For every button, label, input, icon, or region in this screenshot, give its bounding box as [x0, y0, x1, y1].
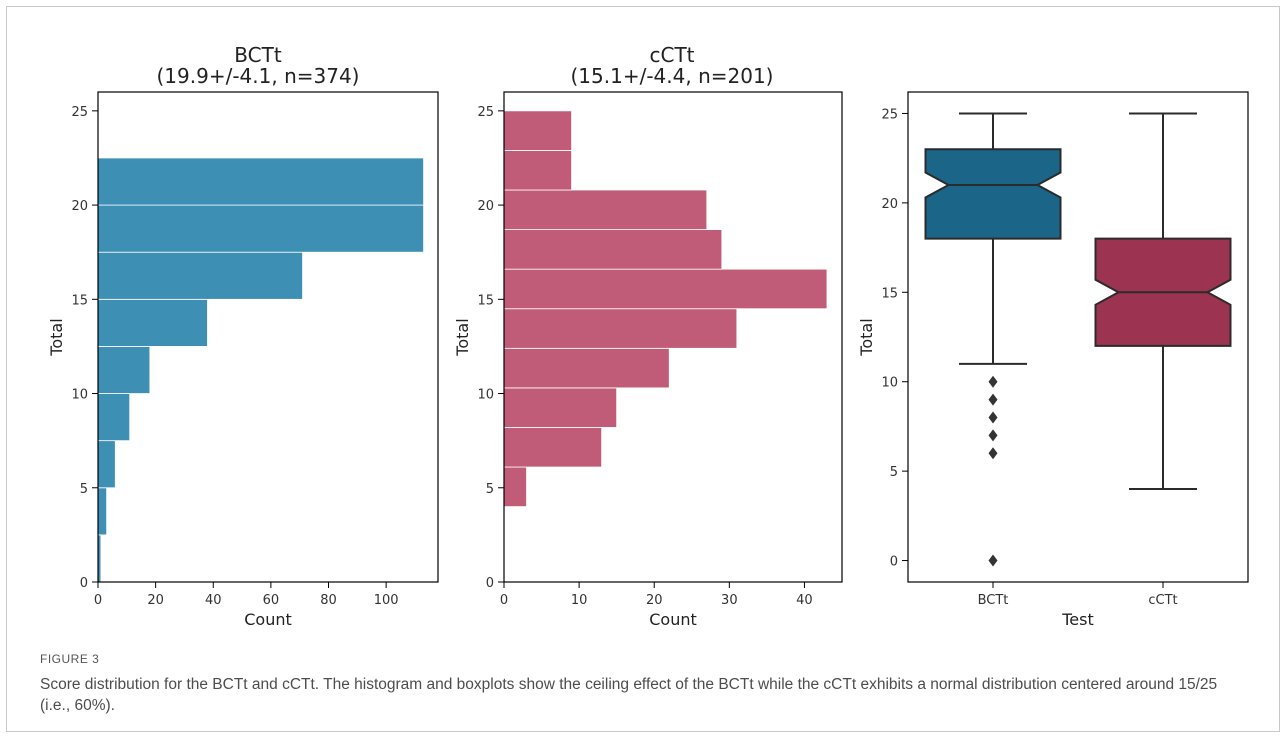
panel-1-xtick-label-80: 80	[320, 593, 337, 608]
panel-3-boxes	[924, 112, 1232, 567]
panel-1-bar-3	[97, 393, 131, 442]
panel-1-bar-6	[97, 251, 303, 300]
panel-2-ytick-label-5: 5	[486, 482, 494, 497]
panel-1-xtick-label-0: 0	[94, 593, 102, 608]
box-0-outlier-5	[988, 554, 998, 567]
panel-2-xtick-label-10: 10	[571, 593, 588, 608]
box-0-outlier-4	[988, 447, 998, 460]
panel-1-ytick-label-5: 5	[80, 482, 88, 497]
panel-2-bar-3	[503, 347, 670, 389]
panel-2-ytick-label-25: 25	[477, 105, 494, 120]
panel-3-xtick-label-1: cCTt	[1148, 593, 1177, 608]
panel-3-ytick-label-10: 10	[881, 376, 898, 391]
figure: BCTt (19.9+/-4.1, n=374) 0 5 10 15 20 25 0 20 40…	[47, 43, 1249, 629]
panel-1-bar-7	[97, 204, 424, 253]
panel-2-xtick-label-20: 20	[646, 593, 663, 608]
panel-1-bar-1	[97, 487, 108, 536]
panel-1-ytick-label-20: 20	[71, 199, 88, 214]
box-0-outlier-3	[988, 429, 998, 442]
panel-1-xtick-label-40: 40	[205, 593, 222, 608]
panel-2-bar-5	[503, 268, 828, 310]
panel-3-ytick-label-20: 20	[881, 197, 898, 212]
panel-1-xtick-label-20: 20	[147, 593, 164, 608]
figure-frame	[6, 6, 1280, 732]
panel-2-ylabel: Total	[453, 318, 472, 356]
panel-2-bar-0	[503, 466, 527, 508]
panel-2-axes: 0 5 10 15 20 25 0 10 20 30 40	[477, 105, 812, 608]
box-0-body	[924, 148, 1062, 240]
box-0-outlier-0	[988, 375, 998, 388]
panel-2-bar-7	[503, 189, 708, 230]
panel-2-xtick-label-40: 40	[796, 593, 813, 608]
panel-1-bar-2	[97, 440, 116, 489]
figure-caption-text: Score distribution for the BCTt and cCTt…	[40, 676, 1218, 714]
panel-2-xtick-label-30: 30	[721, 593, 738, 608]
panel-bctt-histogram: BCTt (19.9+/-4.1, n=374) 0 5 10 15 20 25 0 20 40…	[47, 43, 439, 629]
box-0-outlier-1	[988, 393, 998, 406]
panel-2-frame	[503, 91, 843, 583]
panel-1-bars	[97, 157, 424, 583]
panel-3-ytick-label-25: 25	[881, 107, 898, 122]
panel-2-ytick-label-0: 0	[486, 576, 494, 591]
panel-2-title-line-2: (15.1+/-4.4, n=201)	[571, 64, 774, 88]
panel-2-bar-8	[503, 150, 572, 191]
panel-3-ytick-label-15: 15	[881, 286, 898, 301]
panel-boxplot: 0 5 10 15 20 25 BCTt cCTt Test Total	[857, 91, 1249, 629]
panel-1-ytick-label-15: 15	[71, 293, 88, 308]
panel-2-bar-9	[503, 110, 572, 151]
panel-2-xlabel: Count	[649, 610, 697, 629]
panel-1-bar-4	[97, 346, 151, 394]
panel-1-ylabel: Total	[47, 318, 66, 356]
panel-2-bar-2	[503, 387, 618, 428]
panel-1-bar-5	[97, 298, 208, 347]
panel-1-frame	[97, 91, 439, 583]
panel-cctt-histogram: cCTt (15.1+/-4.4, n=201) 0 5 10 15 20 25 0 10 20…	[453, 43, 843, 629]
panel-3-ytick-label-0: 0	[890, 555, 898, 570]
panel-3-xlabel: Test	[1061, 610, 1094, 629]
panel-3-xtick-label-0: BCTt	[978, 593, 1009, 608]
panel-1-ytick-label-10: 10	[71, 388, 88, 403]
panel-2-ytick-label-10: 10	[477, 388, 494, 403]
panel-1-axes: 0 5 10 15 20 25 0 20 40 60 80 100	[71, 105, 398, 608]
figure-caption-label: FIGURE 3	[40, 652, 100, 666]
panel-1-ytick-label-0: 0	[80, 576, 88, 591]
panel-3-ytick-label-5: 5	[890, 465, 898, 480]
panel-1-bar-8	[97, 157, 424, 206]
panel-1-ytick-label-25: 25	[71, 105, 88, 120]
panel-1-title-line-1: BCTt	[234, 43, 282, 67]
panel-3-axes: 0 5 10 15 20 25 BCTt cCTt	[881, 107, 1177, 608]
box-0-outlier-2	[988, 411, 998, 424]
panel-2-ytick-label-15: 15	[477, 293, 494, 308]
panel-1-xlabel: Count	[244, 610, 292, 629]
panel-2-xtick-label-0: 0	[500, 593, 508, 608]
panel-2-bar-1	[503, 427, 603, 468]
panel-1-title-line-2: (19.9+/-4.1, n=374)	[157, 64, 360, 88]
panel-2-ytick-label-20: 20	[477, 199, 494, 214]
panel-2-bar-6	[503, 229, 723, 270]
panel-2-bar-4	[503, 308, 738, 349]
panel-1-xtick-label-60: 60	[263, 593, 280, 608]
panel-3-frame	[907, 91, 1249, 583]
panel-2-title-line-1: cCTt	[649, 43, 694, 67]
panel-3-ylabel: Total	[857, 318, 876, 356]
panel-2-bars	[503, 110, 828, 508]
panel-1-xtick-label-100: 100	[374, 593, 399, 608]
